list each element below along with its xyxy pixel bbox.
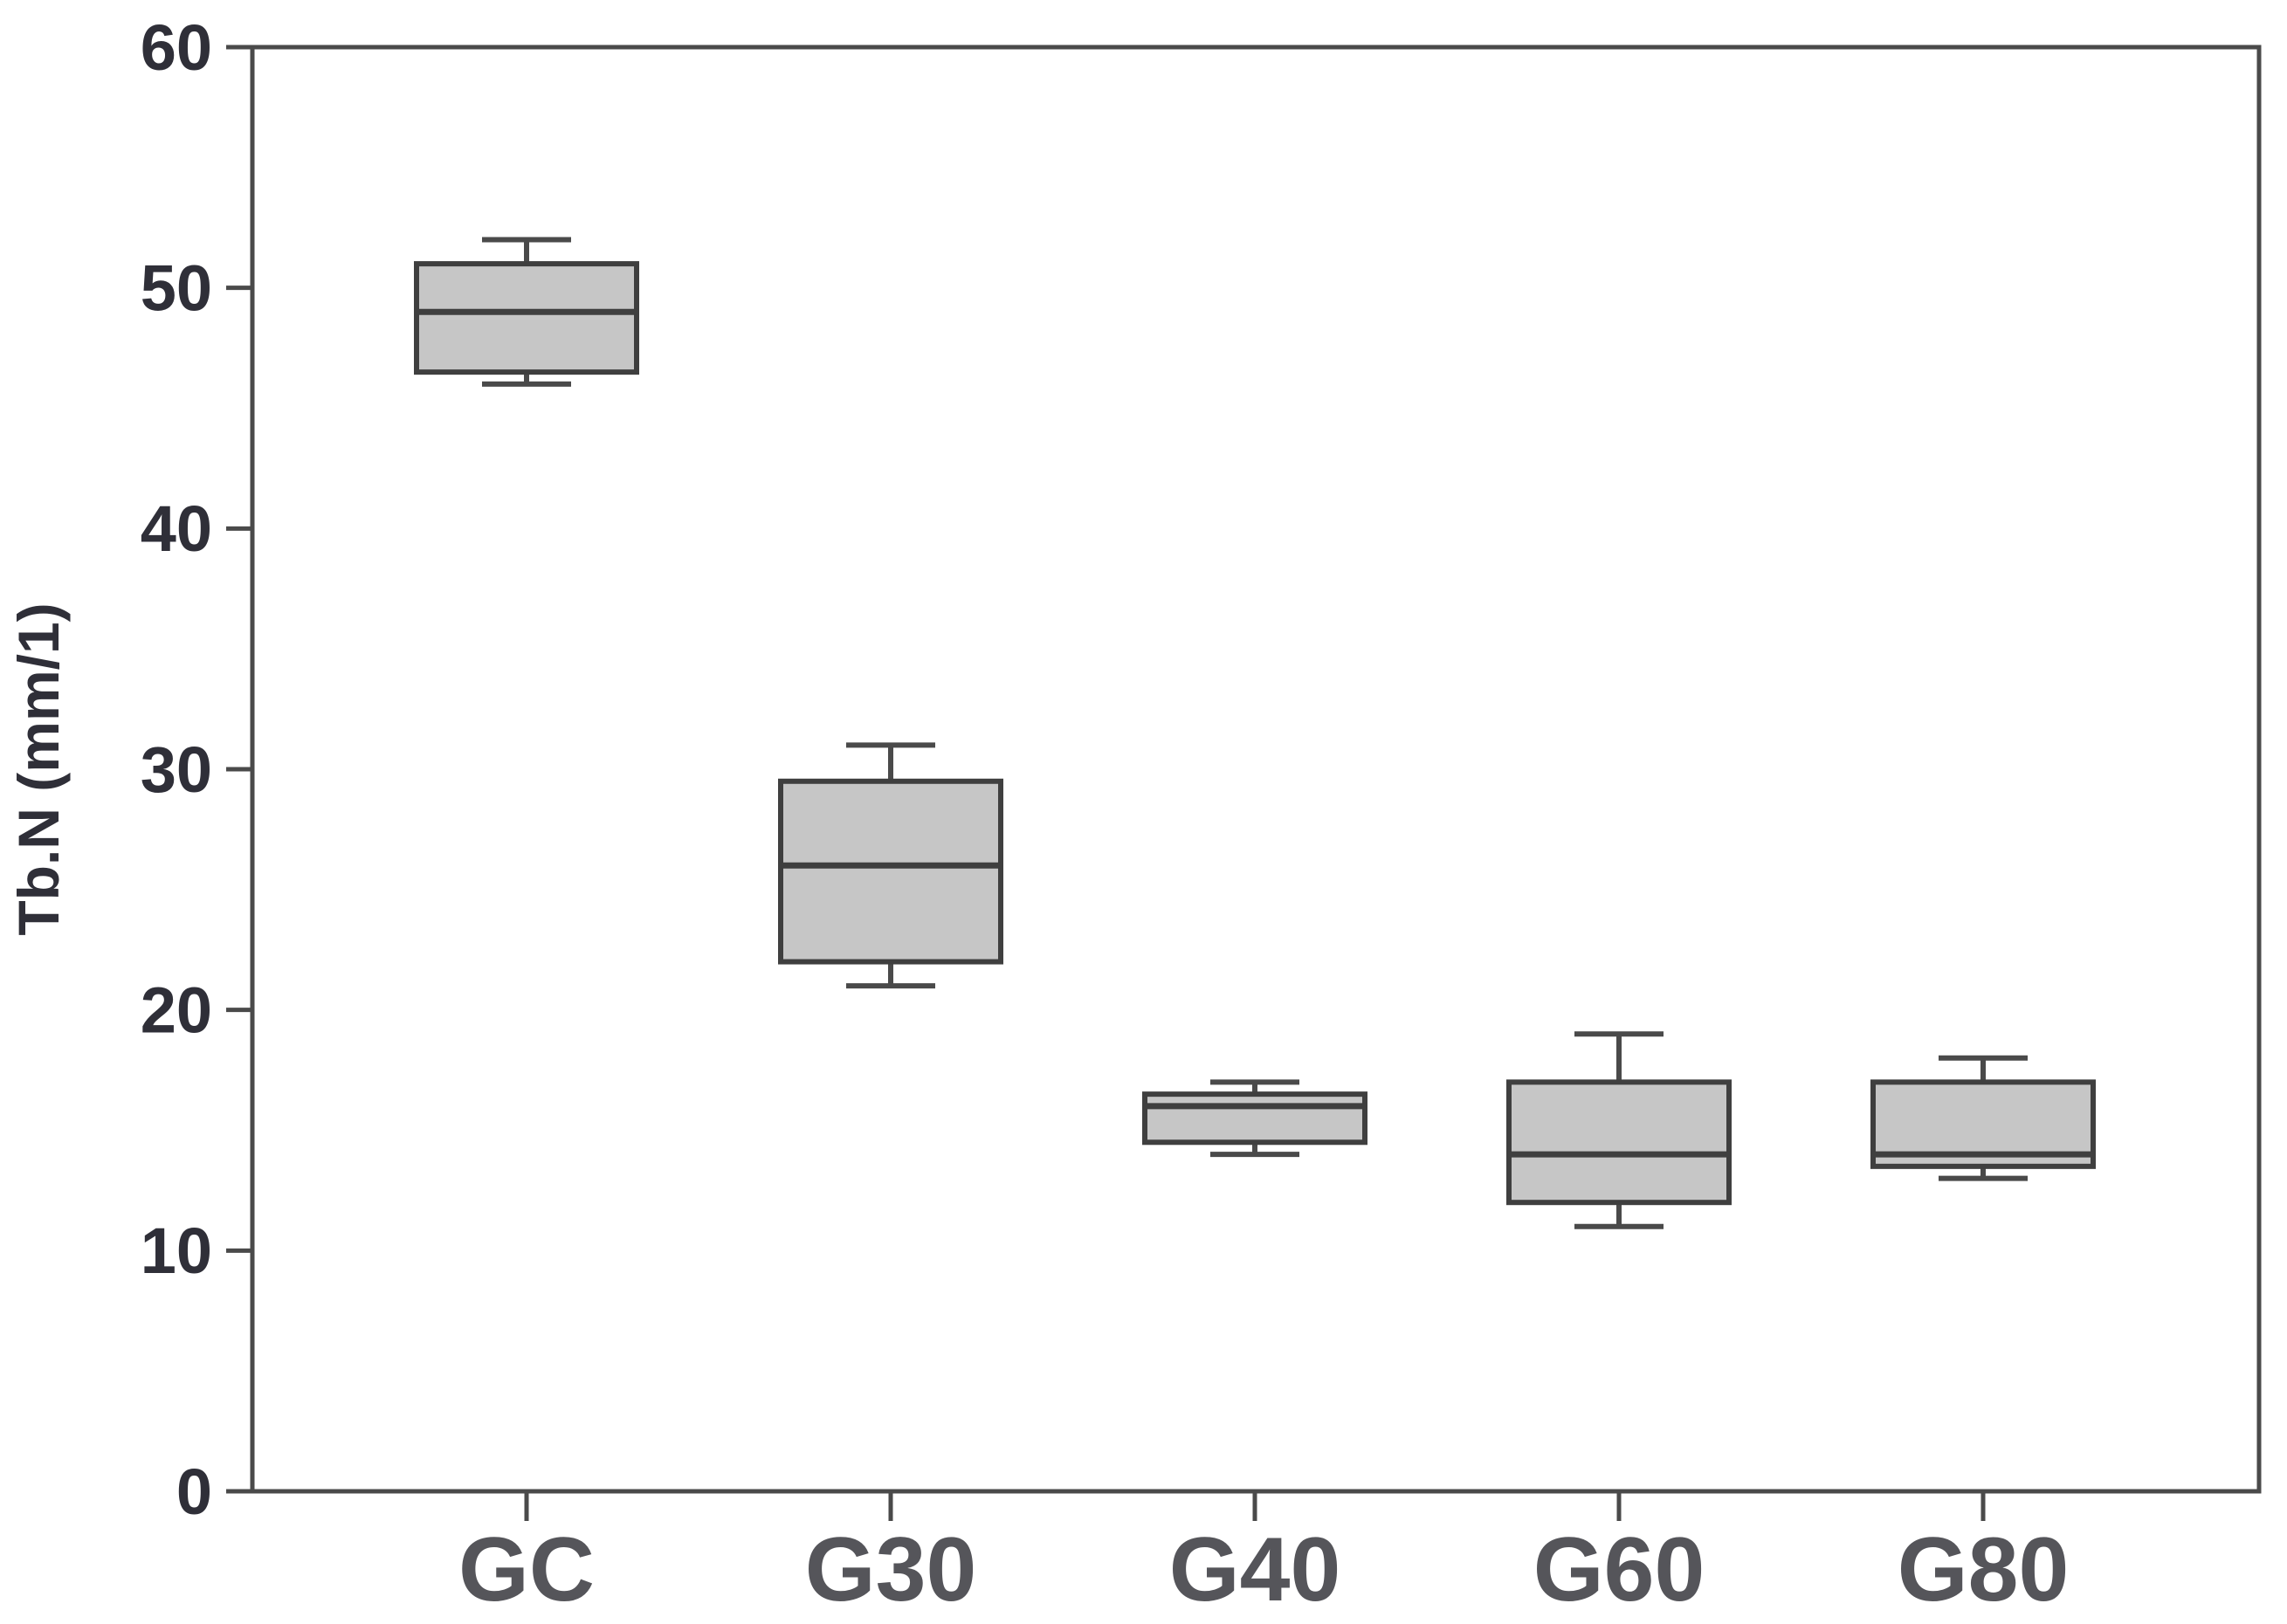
box-group-G60 — [1506, 1031, 1732, 1229]
x-tick-label: G60 — [1533, 1519, 1705, 1620]
x-tick-label: G40 — [1169, 1519, 1341, 1620]
box-rect — [1142, 1091, 1367, 1146]
y-axis-title: Tb.N (mm/1) — [6, 602, 71, 935]
y-tick-label: 60 — [141, 11, 212, 84]
y-tick-label: 10 — [141, 1215, 212, 1287]
box-group-GC — [414, 237, 639, 387]
x-tick-label: GC — [458, 1519, 595, 1620]
y-tick-label: 50 — [141, 252, 212, 325]
y-axis: 0 10 20 30 40 50 60 — [141, 11, 252, 1528]
x-tick-label: G30 — [805, 1519, 977, 1620]
box-rect — [778, 778, 1003, 965]
x-tick-label: G80 — [1898, 1519, 2070, 1620]
box-rect — [414, 261, 639, 375]
box-group-G80 — [1870, 1055, 2096, 1181]
y-tick-label: 20 — [141, 974, 212, 1047]
box-group-G30 — [778, 742, 1003, 989]
x-axis: GC G30 G40 G60 G80 — [458, 1491, 2070, 1621]
box-rect — [1506, 1079, 1732, 1206]
y-tick-label: 0 — [176, 1455, 212, 1528]
y-tick-label: 30 — [141, 733, 212, 806]
box-group-G40 — [1142, 1079, 1367, 1158]
y-tick-label: 40 — [141, 492, 212, 565]
